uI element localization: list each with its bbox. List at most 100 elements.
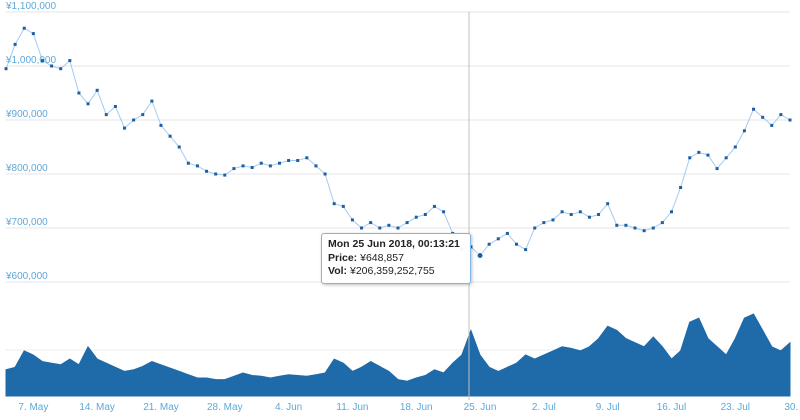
price-point <box>259 161 263 165</box>
price-point <box>742 129 746 133</box>
price-point <box>606 202 610 206</box>
price-point <box>752 107 756 111</box>
price-point <box>724 156 728 160</box>
grid-lines <box>6 11 790 351</box>
y-tick-label: ¥800,000 <box>5 163 48 174</box>
price-point <box>505 231 509 235</box>
x-tick-label: 7. May <box>18 402 48 413</box>
price-point <box>697 150 701 154</box>
tooltip-price-label: Price: <box>328 251 358 264</box>
x-tick-label: 14. May <box>79 402 115 413</box>
price-point <box>432 204 436 208</box>
x-tick-label: 9. Jul <box>596 402 620 413</box>
y-tick-label: ¥900,000 <box>5 109 48 120</box>
price-point <box>633 226 637 230</box>
price-point <box>688 156 692 160</box>
price-point <box>615 223 619 227</box>
price-axis-labels: ¥1,100,000 ¥1,000,000 ¥900,000 ¥800,000 ¥700… <box>5 1 56 282</box>
price-point <box>770 123 774 127</box>
tooltip-price-row: Price: ¥648,857 <box>328 252 464 266</box>
price-point <box>296 159 300 162</box>
price-point <box>387 223 391 227</box>
price-point <box>50 64 54 68</box>
price-point <box>496 237 500 241</box>
y-tick-label: ¥1,100,000 <box>5 1 56 12</box>
price-point <box>396 226 400 230</box>
price-point <box>350 218 354 222</box>
price-point <box>597 213 601 216</box>
price-point <box>132 118 136 122</box>
price-point <box>442 210 446 214</box>
price-point <box>542 221 546 225</box>
volume-area-fill <box>5 313 791 397</box>
tooltip-vol-row: Vol: ¥206,359,252,755 <box>328 265 464 279</box>
price-point <box>487 242 491 246</box>
price-point <box>669 210 673 214</box>
price-point <box>268 164 272 168</box>
price-point <box>651 226 655 230</box>
price-point <box>150 99 154 103</box>
price-point <box>560 210 564 214</box>
price-point <box>250 166 254 170</box>
price-point <box>95 88 99 92</box>
tooltip-title: Mon 25 Jun 2018, 00:13:21 <box>328 238 460 250</box>
price-point <box>113 105 117 108</box>
price-point <box>715 167 719 171</box>
price-line <box>5 27 791 257</box>
price-point <box>369 221 373 225</box>
price-point <box>624 223 628 227</box>
price-point <box>788 118 792 122</box>
price-point <box>414 215 418 219</box>
price-point <box>232 167 236 171</box>
price-point <box>587 215 591 219</box>
date-axis-labels: 7. May 14. May 21. May 28. May 4. Jun 11. Jun… <box>18 402 800 413</box>
price-series <box>4 26 792 258</box>
price-point <box>551 218 555 222</box>
price-point <box>642 229 646 233</box>
x-tick-label: 21. May <box>143 402 179 413</box>
price-point <box>733 145 737 149</box>
price-point <box>287 159 291 162</box>
price-point <box>761 115 765 119</box>
price-point <box>159 123 163 127</box>
price-point <box>660 221 664 225</box>
hover-point[interactable] <box>476 252 484 260</box>
price-point <box>186 161 190 165</box>
price-point <box>323 172 327 176</box>
price-point <box>515 242 519 246</box>
price-point <box>305 156 309 160</box>
price-point <box>195 164 199 168</box>
price-point <box>40 59 44 63</box>
price-point <box>205 169 209 173</box>
price-point <box>524 248 528 252</box>
price-point <box>378 226 382 230</box>
y-tick-label: ¥700,000 <box>5 217 48 228</box>
x-tick-label: 18. Jun <box>400 402 433 413</box>
price-point <box>68 59 72 63</box>
price-point <box>405 221 409 225</box>
price-point <box>13 42 17 46</box>
x-tick-label: 2. Jul <box>532 402 556 413</box>
price-point <box>86 102 90 106</box>
price-point <box>104 113 108 117</box>
price-point <box>4 67 8 71</box>
x-tick-label: 28. May <box>207 402 243 413</box>
price-point <box>277 161 281 165</box>
price-point <box>177 145 181 149</box>
price-point <box>578 210 582 214</box>
price-point <box>31 32 35 36</box>
price-point <box>360 226 364 230</box>
price-point <box>141 113 145 117</box>
price-point <box>341 204 345 208</box>
volume-area <box>5 313 791 397</box>
price-point <box>779 113 783 117</box>
price-point <box>214 172 218 176</box>
price-tooltip: Mon 25 Jun 2018, 00:13:21 Price: ¥648,85… <box>321 233 471 284</box>
x-tick-label: 4. Jun <box>275 402 302 413</box>
price-point <box>77 91 81 95</box>
y-tick-label: ¥1,000,000 <box>5 55 56 66</box>
price-point <box>168 134 172 138</box>
x-tick-label: 23. Jul <box>721 402 750 413</box>
price-point <box>314 164 318 168</box>
